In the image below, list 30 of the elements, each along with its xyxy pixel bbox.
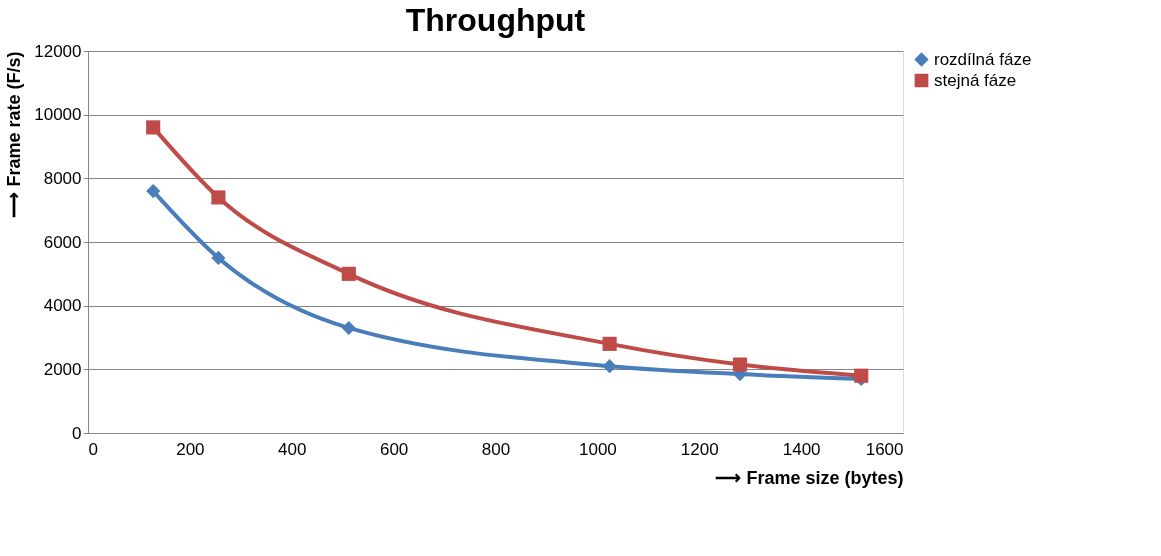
y-axis-title: ⟶ Frame rate (F/s) [4, 51, 25, 218]
x-tick-label: 1400 [782, 439, 821, 459]
point [341, 320, 356, 336]
x-axis-title: ⟶ Frame size (bytes) [715, 467, 904, 488]
x-tick-label: 0 [88, 439, 98, 459]
y-tick-label: 10000 [34, 105, 82, 125]
point [341, 266, 356, 281]
legend-label: rozdílná fáze [934, 49, 1032, 69]
y-tick-label: 6000 [43, 232, 82, 252]
point [211, 250, 226, 265]
x-tick-label: 1200 [680, 439, 719, 459]
x-tick-label: 200 [176, 439, 205, 459]
y-tick-label: 8000 [43, 168, 82, 188]
y-tick-label: 4000 [43, 296, 82, 316]
y-tick-label: 2000 [43, 359, 82, 379]
y-tick-label: 12000 [34, 41, 82, 61]
chart-title: Throughput [405, 2, 586, 38]
point [732, 357, 748, 372]
x-tick-label: 1600 [865, 439, 904, 459]
legend-label: stejná fáze [934, 70, 1017, 90]
y-tick-label: 0 [72, 423, 82, 443]
x-tick-label: 800 [481, 439, 511, 459]
point [211, 190, 226, 205]
point [602, 359, 617, 374]
point [146, 120, 161, 135]
x-tick-label: 1000 [578, 439, 617, 459]
x-tick-label: 400 [278, 439, 307, 459]
x-tick-label: 600 [379, 439, 409, 459]
point [602, 336, 617, 351]
point [146, 184, 161, 199]
